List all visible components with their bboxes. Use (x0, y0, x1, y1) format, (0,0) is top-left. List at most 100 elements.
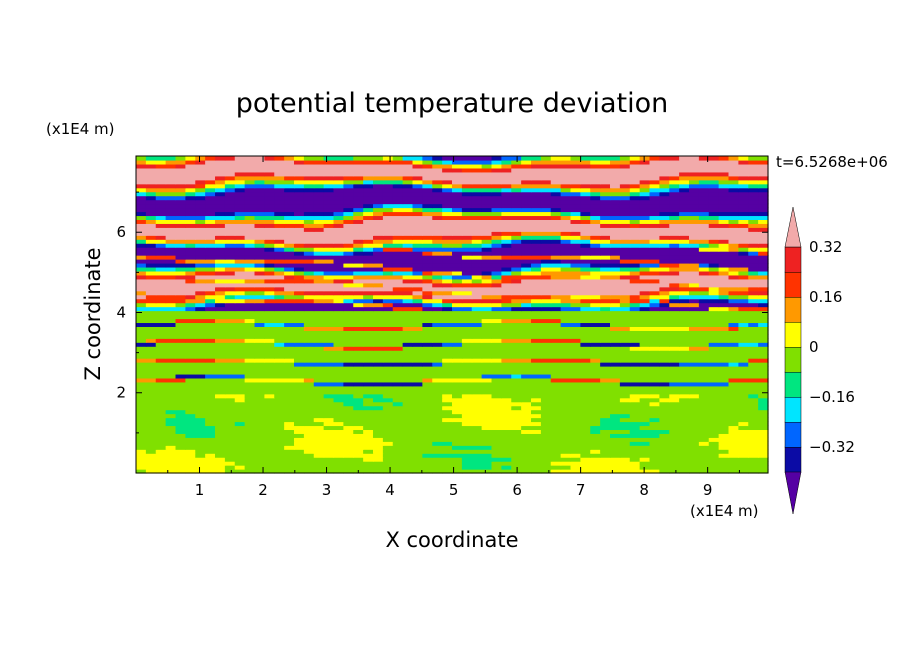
field-cell (659, 179, 670, 185)
field-cell (353, 203, 364, 209)
field-cell (521, 223, 532, 228)
field-cell (521, 191, 532, 197)
field-cell (600, 457, 611, 462)
field-cell (165, 223, 177, 228)
field-cell (294, 350, 305, 355)
field-cell (274, 247, 285, 252)
field-cell (738, 334, 749, 339)
field-cell (442, 465, 453, 470)
field-cell (422, 203, 433, 209)
field-cell (758, 191, 769, 197)
field-cell (748, 469, 759, 474)
field-cell (303, 278, 315, 284)
field-cell (452, 167, 463, 173)
field-cell (629, 461, 641, 466)
field-cell (353, 401, 364, 407)
field-cell (254, 215, 265, 220)
field-cell (363, 445, 374, 450)
field-cell (649, 262, 660, 268)
field-cell (165, 326, 177, 331)
field-cell (284, 318, 295, 324)
field-cell (412, 255, 423, 260)
field-cell (264, 298, 275, 304)
field-cell (481, 346, 493, 351)
field-cell (452, 314, 463, 320)
field-cell (531, 393, 542, 399)
field-cell (610, 298, 621, 304)
field-cell (619, 191, 631, 197)
field-cell (244, 449, 256, 454)
field-cell (165, 207, 177, 213)
field-cell (452, 405, 463, 411)
field-cell (708, 322, 720, 327)
field-cell (224, 247, 236, 252)
field-cell (649, 397, 660, 403)
field-cell (718, 278, 730, 284)
field-cell (600, 373, 611, 379)
field-cell (580, 457, 591, 462)
field-cell (412, 203, 423, 209)
field-cell (550, 425, 562, 431)
field-cell (570, 294, 581, 300)
field-cell (185, 433, 196, 438)
field-cell (580, 318, 591, 324)
field-cell (629, 187, 641, 193)
field-cell (689, 247, 700, 252)
field-cell (412, 358, 423, 363)
field-cell (343, 405, 354, 411)
field-cell (373, 203, 384, 209)
field-cell (274, 171, 285, 177)
field-cell (145, 203, 157, 209)
field-cell (333, 413, 344, 419)
field-cell (540, 453, 552, 458)
field-cell (353, 397, 364, 403)
field-cell (343, 171, 354, 177)
field-cell (679, 171, 690, 177)
field-cell (501, 445, 512, 450)
field-cell (471, 322, 483, 327)
field-cell (531, 469, 542, 474)
field-cell (718, 175, 730, 181)
field-cell (590, 421, 601, 427)
field-cell (224, 259, 236, 264)
field-cell (145, 429, 157, 434)
field-cell (323, 362, 335, 367)
field-cell (343, 239, 354, 244)
field-cell (373, 278, 384, 284)
field-cell (323, 302, 335, 308)
field-cell (195, 259, 206, 264)
field-cell (698, 338, 710, 343)
field-cell (284, 191, 295, 197)
field-cell (481, 369, 493, 375)
field-cell (452, 362, 463, 367)
field-cell (461, 338, 473, 343)
field-cell (145, 231, 157, 236)
field-cell (471, 239, 483, 244)
field-cell (313, 397, 325, 403)
field-cell (600, 377, 611, 383)
field-cell (215, 437, 226, 442)
field-cell (718, 445, 730, 450)
field-cell (284, 278, 295, 284)
field-cell (422, 270, 433, 276)
field-cell (521, 322, 532, 327)
field-cell (244, 461, 256, 466)
field-cell (521, 350, 532, 355)
field-cell (274, 318, 285, 324)
field-cell (363, 195, 374, 201)
field-cell (264, 247, 275, 252)
field-cell (155, 401, 167, 407)
field-cell (491, 183, 502, 189)
field-cell (491, 259, 502, 264)
field-cell (471, 405, 483, 411)
field-cell (580, 417, 591, 423)
field-cell (422, 346, 433, 351)
field-cell (422, 278, 433, 284)
field-cell (185, 401, 196, 407)
field-cell (155, 278, 167, 284)
field-cell (264, 358, 275, 363)
field-cell (185, 437, 196, 442)
field-cell (610, 393, 621, 399)
field-cell (392, 215, 404, 220)
field-cell (442, 179, 453, 185)
